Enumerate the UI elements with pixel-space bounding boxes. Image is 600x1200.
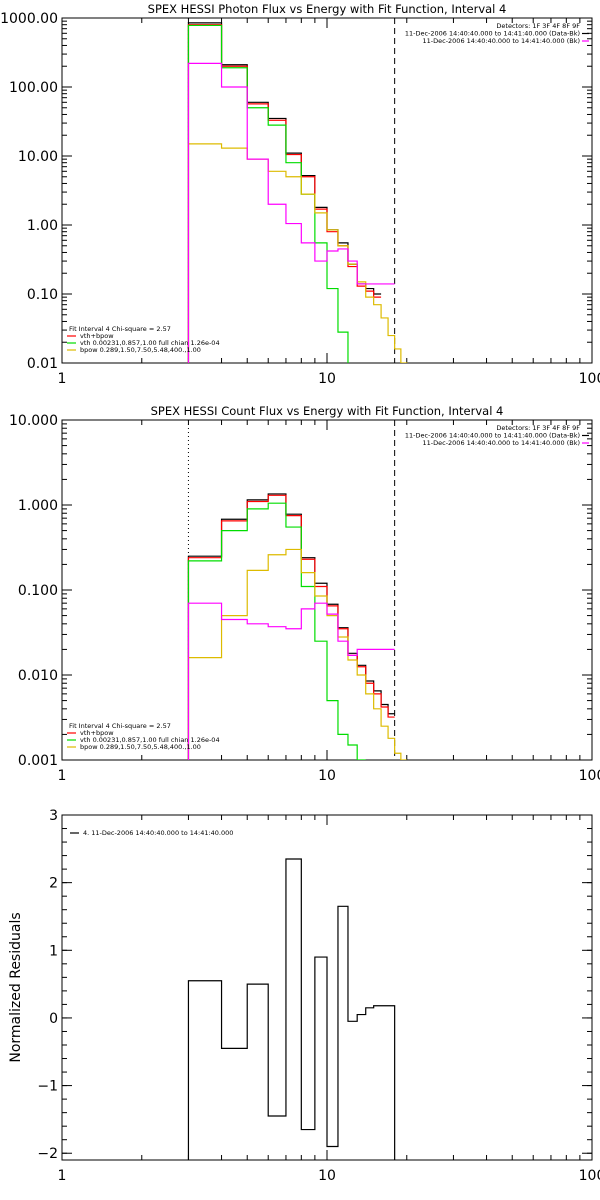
series-data-line [187, 858, 396, 1160]
x-tick-label: 1 [58, 1168, 67, 1184]
header-line: 11-Dec-2006 14:40:40.000 to 14:41:40.000… [423, 37, 581, 45]
y-tick-label: 3 [49, 808, 58, 824]
y-tick-label: 0.100 [18, 583, 58, 599]
photon-flux-panel: SPEX HESSI Photon Flux vs Energy with Fi… [0, 2, 600, 387]
y-tick-label: 2 [49, 876, 58, 892]
header-line: Detectors: 1F 3F 4F 8F 9F [496, 424, 580, 432]
series-background-line [187, 602, 395, 760]
series-vth-line [187, 24, 349, 363]
fit-legend-title: Fit Interval 4 Chi-square = 2.57 [69, 722, 171, 730]
header-line: 11-Dec-2006 14:40:40.000 to 14:41:40.000… [423, 439, 581, 447]
y-tick-label: 0 [49, 1011, 58, 1027]
y-tick-label: 1000.00 [0, 11, 58, 27]
fit-legend-title: Fit Interval 4 Chi-square = 2.57 [69, 325, 171, 333]
residual-legend-entry: 4. 11-Dec-2006 14:40:40.000 to 14:41:40.… [83, 829, 233, 837]
header-line: Detectors: 1F 3F 4F 8F 9F [496, 22, 580, 30]
header-line: 11-Dec-2006 14:40:40.000 to 14:41:40.000… [405, 432, 580, 440]
x-tick-label: 10 [318, 768, 336, 784]
y-tick-label: 10.000 [9, 413, 58, 429]
plot-title: SPEX HESSI Photon Flux vs Energy with Fi… [148, 2, 507, 16]
plot-frame [61, 17, 593, 364]
count-flux-panel: SPEX HESSI Count Flux vs Energy with Fit… [9, 404, 600, 784]
y-tick-label: 1 [49, 943, 58, 959]
series-vth-line [187, 502, 366, 760]
fit-legend-entry: vth+bpow [80, 332, 114, 340]
y-tick-label: 0.01 [27, 356, 58, 372]
plot-title: SPEX HESSI Count Flux vs Energy with Fit… [151, 404, 504, 418]
x-tick-label: 100 [579, 1168, 600, 1184]
x-tick-label: 10 [318, 1168, 336, 1184]
x-tick-label: 10 [318, 371, 336, 387]
x-tick-label: 100 [579, 371, 600, 387]
fit-legend-entry: vth 0.00231,0.857,1.00 full chian 1.26e-… [80, 339, 220, 347]
fit-legend-entry: bpow 0.289,1.50,7.50,5.48,400.,1.00 [80, 743, 201, 751]
y-tick-label: −2 [37, 1146, 58, 1162]
y-tick-label: 1.000 [18, 498, 58, 514]
y-tick-label: 1.00 [27, 218, 58, 234]
series-group [187, 22, 408, 363]
x-tick-label: 1 [58, 371, 67, 387]
series-group [187, 858, 396, 1160]
series-background-line [187, 62, 395, 363]
x-tick-label: 100 [579, 768, 600, 784]
x-tick-label: 1 [58, 768, 67, 784]
fit-legend-entry: vth+bpow [80, 729, 114, 737]
header-line: 11-Dec-2006 14:40:40.000 to 14:41:40.000… [405, 30, 580, 38]
fit-legend-entry: bpow 0.289,1.50,7.50,5.48,400.,1.00 [80, 346, 201, 354]
y-tick-label: 0.10 [27, 287, 58, 303]
series-bpow-line [187, 143, 408, 363]
y-tick-label: 10.00 [18, 149, 58, 165]
y-axis-label: Normalized Residuals [8, 912, 24, 1062]
y-tick-label: 0.010 [18, 668, 58, 684]
y-tick-label: −1 [37, 1079, 58, 1095]
y-tick-label: 100.00 [9, 80, 58, 96]
fit-legend-entry: vth 0.00231,0.857,1.00 full chian 1.26e-… [80, 736, 220, 744]
residuals-panel: 1 10 100 −2 −1 0 1 2 3 Normalized Residuals 4. 11-… [8, 808, 600, 1184]
series-data-line [187, 493, 395, 760]
series-group [187, 493, 407, 760]
y-tick-label: 0.001 [18, 753, 58, 769]
